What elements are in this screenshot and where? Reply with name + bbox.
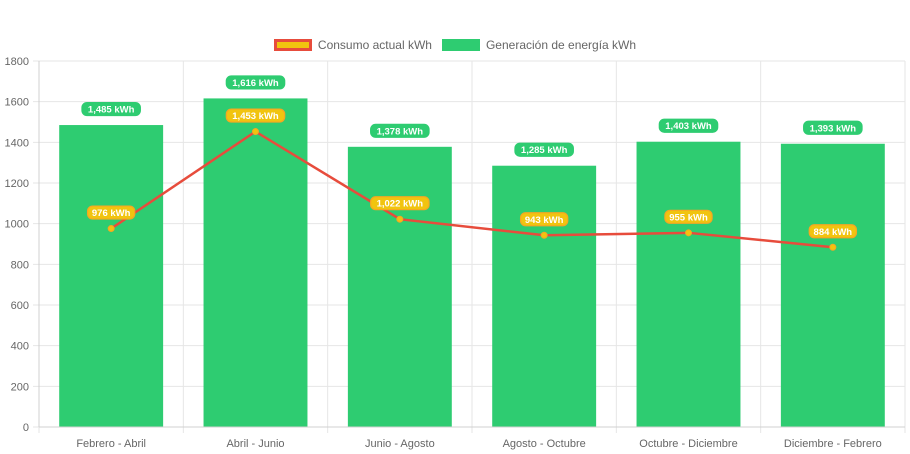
line-data-label: 1,453 kWh (232, 111, 279, 122)
legend-item-generacion[interactable]: Generación de energía kWh (441, 38, 637, 52)
bar[interactable] (492, 165, 597, 427)
x-tick-label: Agosto - Octubre (503, 438, 586, 450)
consumo-point[interactable] (685, 229, 692, 237)
bar-data-label-bg (370, 123, 430, 138)
bar-data-label-bg (514, 142, 574, 157)
bar-data-label: 1,616 kWh (232, 78, 279, 89)
line-data-label: 955 kWh (669, 212, 708, 223)
bar-data-label: 1,378 kWh (377, 126, 424, 137)
bar[interactable] (780, 143, 885, 428)
bar-data-label-bg (225, 75, 286, 90)
y-tick-label: 1200 (5, 178, 29, 190)
line-data-label: 1,022 kWh (377, 199, 424, 210)
bar-data-label-bg (81, 101, 141, 117)
line-data-label-bg (664, 209, 713, 224)
legend-item-consumo[interactable]: Consumo actual kWh (273, 38, 432, 52)
x-tick-label: Junio - Agosto (365, 438, 435, 450)
y-tick-label: 800 (11, 259, 29, 271)
consumo-point[interactable] (829, 243, 837, 251)
line-data-label-bg (225, 108, 286, 123)
y-tick-label: 1600 (5, 97, 29, 109)
y-tick-label: 400 (11, 341, 29, 353)
consumo-point[interactable] (396, 215, 404, 223)
consumo-line (110, 130, 833, 249)
y-tick-label: 200 (11, 381, 29, 393)
consumo-point[interactable] (252, 128, 259, 136)
bar-data-label-bg (658, 118, 719, 133)
line-data-label-bg (808, 224, 858, 239)
line-data-label-bg (86, 205, 136, 220)
legend-swatch-consumo (273, 39, 312, 51)
bar[interactable] (636, 141, 741, 427)
line-data-label-bg (519, 212, 569, 227)
line-data-label: 943 kWh (525, 215, 564, 226)
bar-data-label: 1,485 kWh (88, 105, 135, 116)
line-data-label: 976 kWh (92, 208, 131, 219)
legend-swatch-generacion (441, 39, 480, 51)
legend-label-generacion: Generación de energía kWh (485, 38, 637, 52)
bar[interactable] (203, 98, 308, 427)
bar-data-label: 1,403 kWh (665, 121, 712, 132)
bar-data-label: 1,285 kWh (521, 145, 568, 156)
y-tick-label: 0 (23, 422, 29, 434)
y-tick-label: 1000 (5, 219, 29, 231)
legend-label-consumo: Consumo actual kWh (317, 38, 432, 52)
bar[interactable] (347, 146, 452, 427)
bar-data-label-bg (803, 120, 863, 135)
x-tick-label: Abril - Junio (226, 438, 284, 450)
bar[interactable] (59, 125, 164, 428)
x-tick-label: Febrero - Abril (76, 438, 146, 450)
y-tick-label: 1800 (5, 56, 29, 68)
y-tick-label: 1400 (5, 137, 29, 149)
legend: Consumo actual kWh Generación de energía… (0, 38, 910, 52)
line-data-label-bg (370, 196, 430, 211)
consumo-point[interactable] (540, 231, 548, 239)
bar-data-label: 1,393 kWh (810, 123, 857, 134)
x-tick-label: Octubre - Diciembre (639, 438, 737, 450)
x-tick-label: Diciembre - Febrero (784, 438, 882, 450)
consumo-point[interactable] (107, 225, 115, 233)
line-data-label: 884 kWh (814, 227, 853, 238)
y-tick-label: 600 (11, 300, 29, 312)
